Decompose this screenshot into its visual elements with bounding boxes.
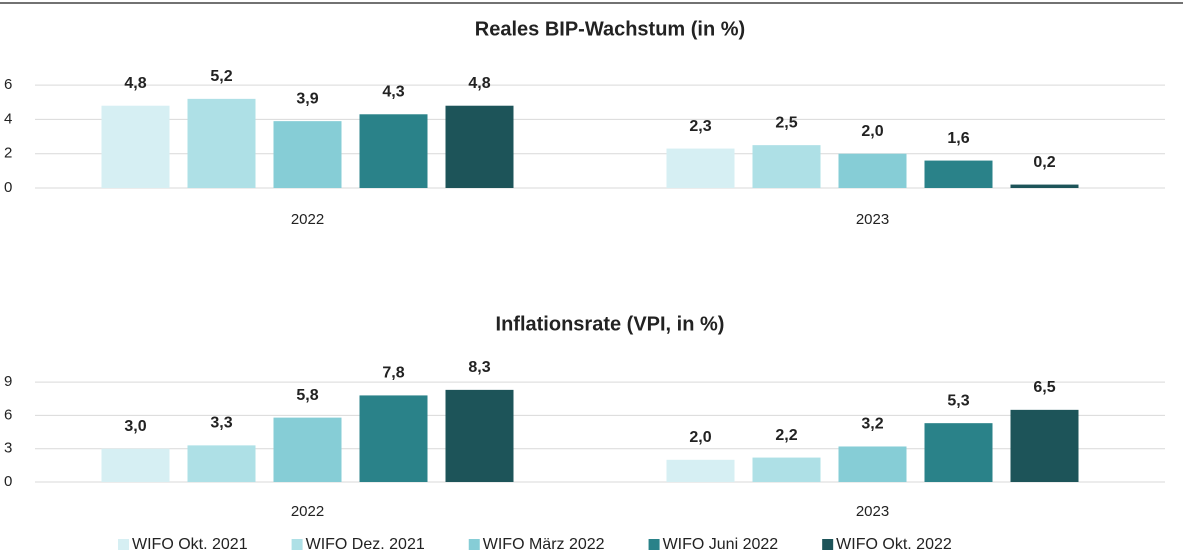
value-label: 4,8 — [468, 75, 490, 92]
bar — [101, 448, 170, 482]
y-tick-label: 3 — [4, 440, 12, 457]
legend-label: WIFO Okt. 2021 — [132, 536, 248, 553]
bar — [924, 423, 993, 482]
bar — [666, 148, 735, 188]
value-label: 2,3 — [689, 118, 711, 135]
value-label: 2,0 — [689, 429, 711, 446]
bar — [359, 395, 428, 482]
value-label: 3,0 — [124, 418, 146, 435]
x-tick-label: 2022 — [291, 211, 324, 228]
value-label: 5,8 — [296, 387, 318, 404]
value-label: 5,3 — [947, 392, 969, 409]
value-label: 4,3 — [382, 84, 404, 101]
bar — [838, 446, 907, 482]
legend-swatch — [648, 539, 660, 550]
bar — [1010, 184, 1079, 188]
legend-label: WIFO Juni 2022 — [663, 536, 779, 553]
value-label: 8,3 — [468, 359, 490, 376]
bar — [1010, 409, 1079, 482]
value-label: 0,2 — [1033, 154, 1055, 171]
bar — [445, 389, 514, 482]
value-label: 3,2 — [861, 416, 883, 433]
value-label: 3,9 — [296, 90, 318, 107]
legend-swatch — [118, 539, 129, 550]
value-label: 4,8 — [124, 75, 146, 92]
bar — [666, 459, 735, 482]
x-tick-label: 2023 — [856, 211, 889, 228]
bar — [187, 445, 256, 482]
value-label: 2,5 — [775, 114, 797, 131]
y-tick-label: 9 — [4, 373, 12, 390]
y-tick-label: 2 — [4, 145, 12, 162]
legend-swatch — [468, 539, 480, 550]
bar — [924, 160, 993, 188]
bar — [101, 105, 170, 188]
bar — [273, 417, 342, 482]
y-tick-label: 6 — [4, 76, 12, 93]
value-label: 6,5 — [1033, 379, 1055, 396]
legend-label: WIFO Dez. 2021 — [306, 536, 425, 553]
value-label: 1,6 — [947, 130, 969, 147]
legend-label: WIFO Okt. 2022 — [836, 536, 952, 553]
value-label: 7,8 — [382, 365, 404, 382]
value-label: 2,2 — [775, 427, 797, 444]
chart-title: Reales BIP-Wachstum (in %) — [475, 18, 745, 40]
y-tick-label: 0 — [4, 473, 12, 490]
legend-swatch — [291, 539, 303, 550]
bar — [752, 145, 821, 188]
y-tick-label: 4 — [4, 110, 12, 127]
value-label: 3,3 — [210, 415, 232, 432]
legend-label: WIFO März 2022 — [483, 536, 605, 553]
y-tick-label: 0 — [4, 179, 12, 196]
bar — [445, 105, 514, 188]
x-tick-label: 2022 — [291, 503, 324, 520]
x-tick-label: 2023 — [856, 503, 889, 520]
y-tick-label: 6 — [4, 406, 12, 423]
bar — [273, 121, 342, 188]
chart-title: Inflationsrate (VPI, in %) — [496, 313, 725, 335]
bar — [752, 457, 821, 482]
bar — [359, 114, 428, 188]
legend-swatch — [822, 539, 834, 550]
bar — [187, 98, 256, 188]
bar — [838, 153, 907, 188]
value-label: 5,2 — [210, 68, 232, 85]
value-label: 2,0 — [861, 123, 883, 140]
